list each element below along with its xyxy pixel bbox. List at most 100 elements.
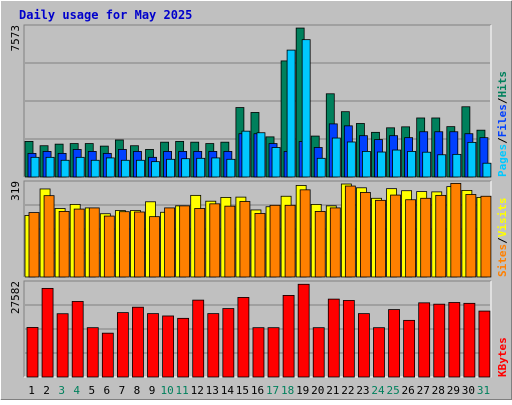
bar-pages-day-24 (377, 151, 386, 178)
bar-sites-day-28 (435, 194, 447, 278)
bar-kbytes-day-23 (358, 313, 370, 378)
panel-visits-axis-label-part: / (496, 237, 509, 244)
bar-sites-day-27 (420, 197, 432, 278)
bar-pages-day-9 (151, 161, 160, 178)
x-tick-label-day-5: 5 (88, 384, 95, 397)
panel-visits-axis-label-part: Sites (496, 244, 509, 277)
bar-kbytes-day-24 (373, 327, 385, 378)
x-tick-label-day-16: 16 (251, 384, 264, 397)
bar-kbytes-day-8 (132, 306, 144, 378)
x-tick-label-day-7: 7 (119, 384, 126, 397)
bar-kbytes-day-9 (147, 313, 159, 378)
panel-traffic-axis-label-part: Hits (496, 71, 509, 98)
x-tick-label-day-3: 3 (58, 384, 65, 397)
x-tick-label-day-1: 1 (28, 384, 35, 397)
bar-pages-day-19 (301, 39, 311, 178)
x-tick-label-day-29: 29 (447, 384, 460, 397)
panel-traffic-axis-label-part: / (496, 137, 509, 144)
bar-sites-day-2 (43, 195, 55, 278)
panel-visits-axis-label: Sites/Visits (496, 198, 509, 278)
bar-kbytes-day-25 (388, 309, 400, 378)
panel-traffic-ymax-label: 7573 (9, 25, 22, 52)
x-tick-label-day-28: 28 (432, 384, 445, 397)
bar-sites-day-15 (239, 201, 251, 278)
x-tick-label-day-24: 24 (371, 384, 385, 397)
bar-kbytes-day-10 (162, 315, 174, 378)
bar-kbytes-day-14 (222, 308, 235, 378)
x-tick-label-day-22: 22 (341, 384, 354, 397)
bar-pages-day-4 (75, 156, 85, 178)
bar-sites-day-23 (360, 192, 371, 278)
bar-kbytes-day-13 (207, 313, 220, 378)
bar-pages-day-18 (286, 49, 296, 178)
bar-sites-day-10 (164, 207, 175, 278)
bar-sites-day-6 (103, 215, 115, 278)
x-tick-label-day-26: 26 (402, 384, 415, 397)
x-tick-label-day-4: 4 (73, 384, 80, 397)
panel-visits-axis-label-part: Visits (496, 198, 509, 238)
bar-sites-day-5 (88, 207, 100, 278)
panel-traffic-axis-label-part: Pages (496, 144, 509, 177)
bar-kbytes-day-3 (56, 313, 69, 378)
bar-sites-day-8 (134, 211, 145, 278)
bar-sites-day-16 (254, 213, 266, 278)
bar-pages-day-29 (452, 153, 462, 178)
chart-panels: 7573Pages/Files/Hits319Sites/Visits27582… (9, 24, 509, 378)
bar-pages-day-11 (181, 158, 191, 178)
bar-pages-day-13 (211, 157, 221, 178)
x-tick-label-day-30: 30 (462, 384, 475, 397)
bar-sites-day-12 (194, 208, 206, 278)
bar-kbytes-day-21 (327, 298, 340, 378)
bar-kbytes-day-30 (463, 302, 476, 378)
bar-pages-day-3 (60, 159, 70, 178)
panel-kbytes: 27582 KBytes (9, 280, 509, 378)
bar-kbytes-day-22 (342, 300, 355, 378)
bar-pages-day-20 (316, 157, 326, 178)
panel-kbytes-axis-label-part: KBytes (496, 337, 509, 377)
bar-pages-day-12 (196, 157, 206, 178)
x-tick-label-day-11: 11 (176, 384, 189, 397)
bar-pages-day-30 (467, 141, 477, 178)
panel-traffic-axis-label: Pages/Files/Hits (496, 71, 509, 177)
bar-kbytes-day-5 (86, 327, 99, 378)
x-axis-labels: 1 2 3 4 5 6 7 8 9 10 11 12 13 14 15 16 17 18 19 20 21 22 23 24 2… (28, 384, 490, 397)
panel-visits-ymax-label: 319 (9, 181, 22, 201)
panel-kbytes-ymax-label: 27582 (9, 281, 22, 314)
bar-pages-day-2 (45, 156, 55, 178)
bar-sites-day-24 (375, 199, 386, 278)
bar-kbytes-day-6 (101, 332, 114, 378)
x-tick-label-day-27: 27 (417, 384, 430, 397)
x-tick-label-day-2: 2 (43, 384, 50, 397)
bar-pages-day-5 (90, 159, 100, 178)
bar-pages-day-15 (241, 130, 251, 178)
bar-kbytes-day-16 (252, 327, 265, 378)
bar-kbytes-day-12 (192, 299, 205, 378)
bar-sites-day-9 (149, 216, 160, 278)
panel-traffic-axis-label-part: / (496, 97, 509, 104)
bar-kbytes-day-27 (418, 302, 431, 378)
panel-visits: 319 Sites/Visits (9, 180, 509, 278)
bar-sites-day-11 (179, 205, 191, 278)
bar-pages-day-17 (271, 147, 281, 178)
chart-title: Daily usage for May 2025 (19, 8, 192, 22)
bar-kbytes-day-29 (448, 302, 461, 378)
bar-sites-day-14 (224, 205, 236, 278)
bar-pages-day-27 (422, 151, 432, 178)
x-tick-label-day-8: 8 (134, 384, 141, 397)
x-tick-label-day-15: 15 (236, 384, 249, 397)
bar-kbytes-day-26 (403, 319, 416, 378)
bar-kbytes-day-7 (116, 312, 129, 378)
bar-sites-day-7 (118, 211, 130, 278)
x-tick-label-day-10: 10 (160, 384, 173, 397)
bar-kbytes-day-1 (26, 327, 39, 378)
x-tick-label-day-31: 31 (477, 384, 490, 397)
bar-pages-day-22 (346, 141, 356, 178)
bar-pages-day-7 (120, 159, 130, 178)
bar-kbytes-day-19 (297, 283, 310, 378)
x-tick-label-day-14: 14 (221, 384, 235, 397)
bar-sites-day-25 (390, 194, 401, 278)
panel-visits-border-dark (23, 180, 491, 277)
bar-sites-day-20 (314, 211, 326, 278)
bar-sites-day-30 (465, 194, 477, 278)
